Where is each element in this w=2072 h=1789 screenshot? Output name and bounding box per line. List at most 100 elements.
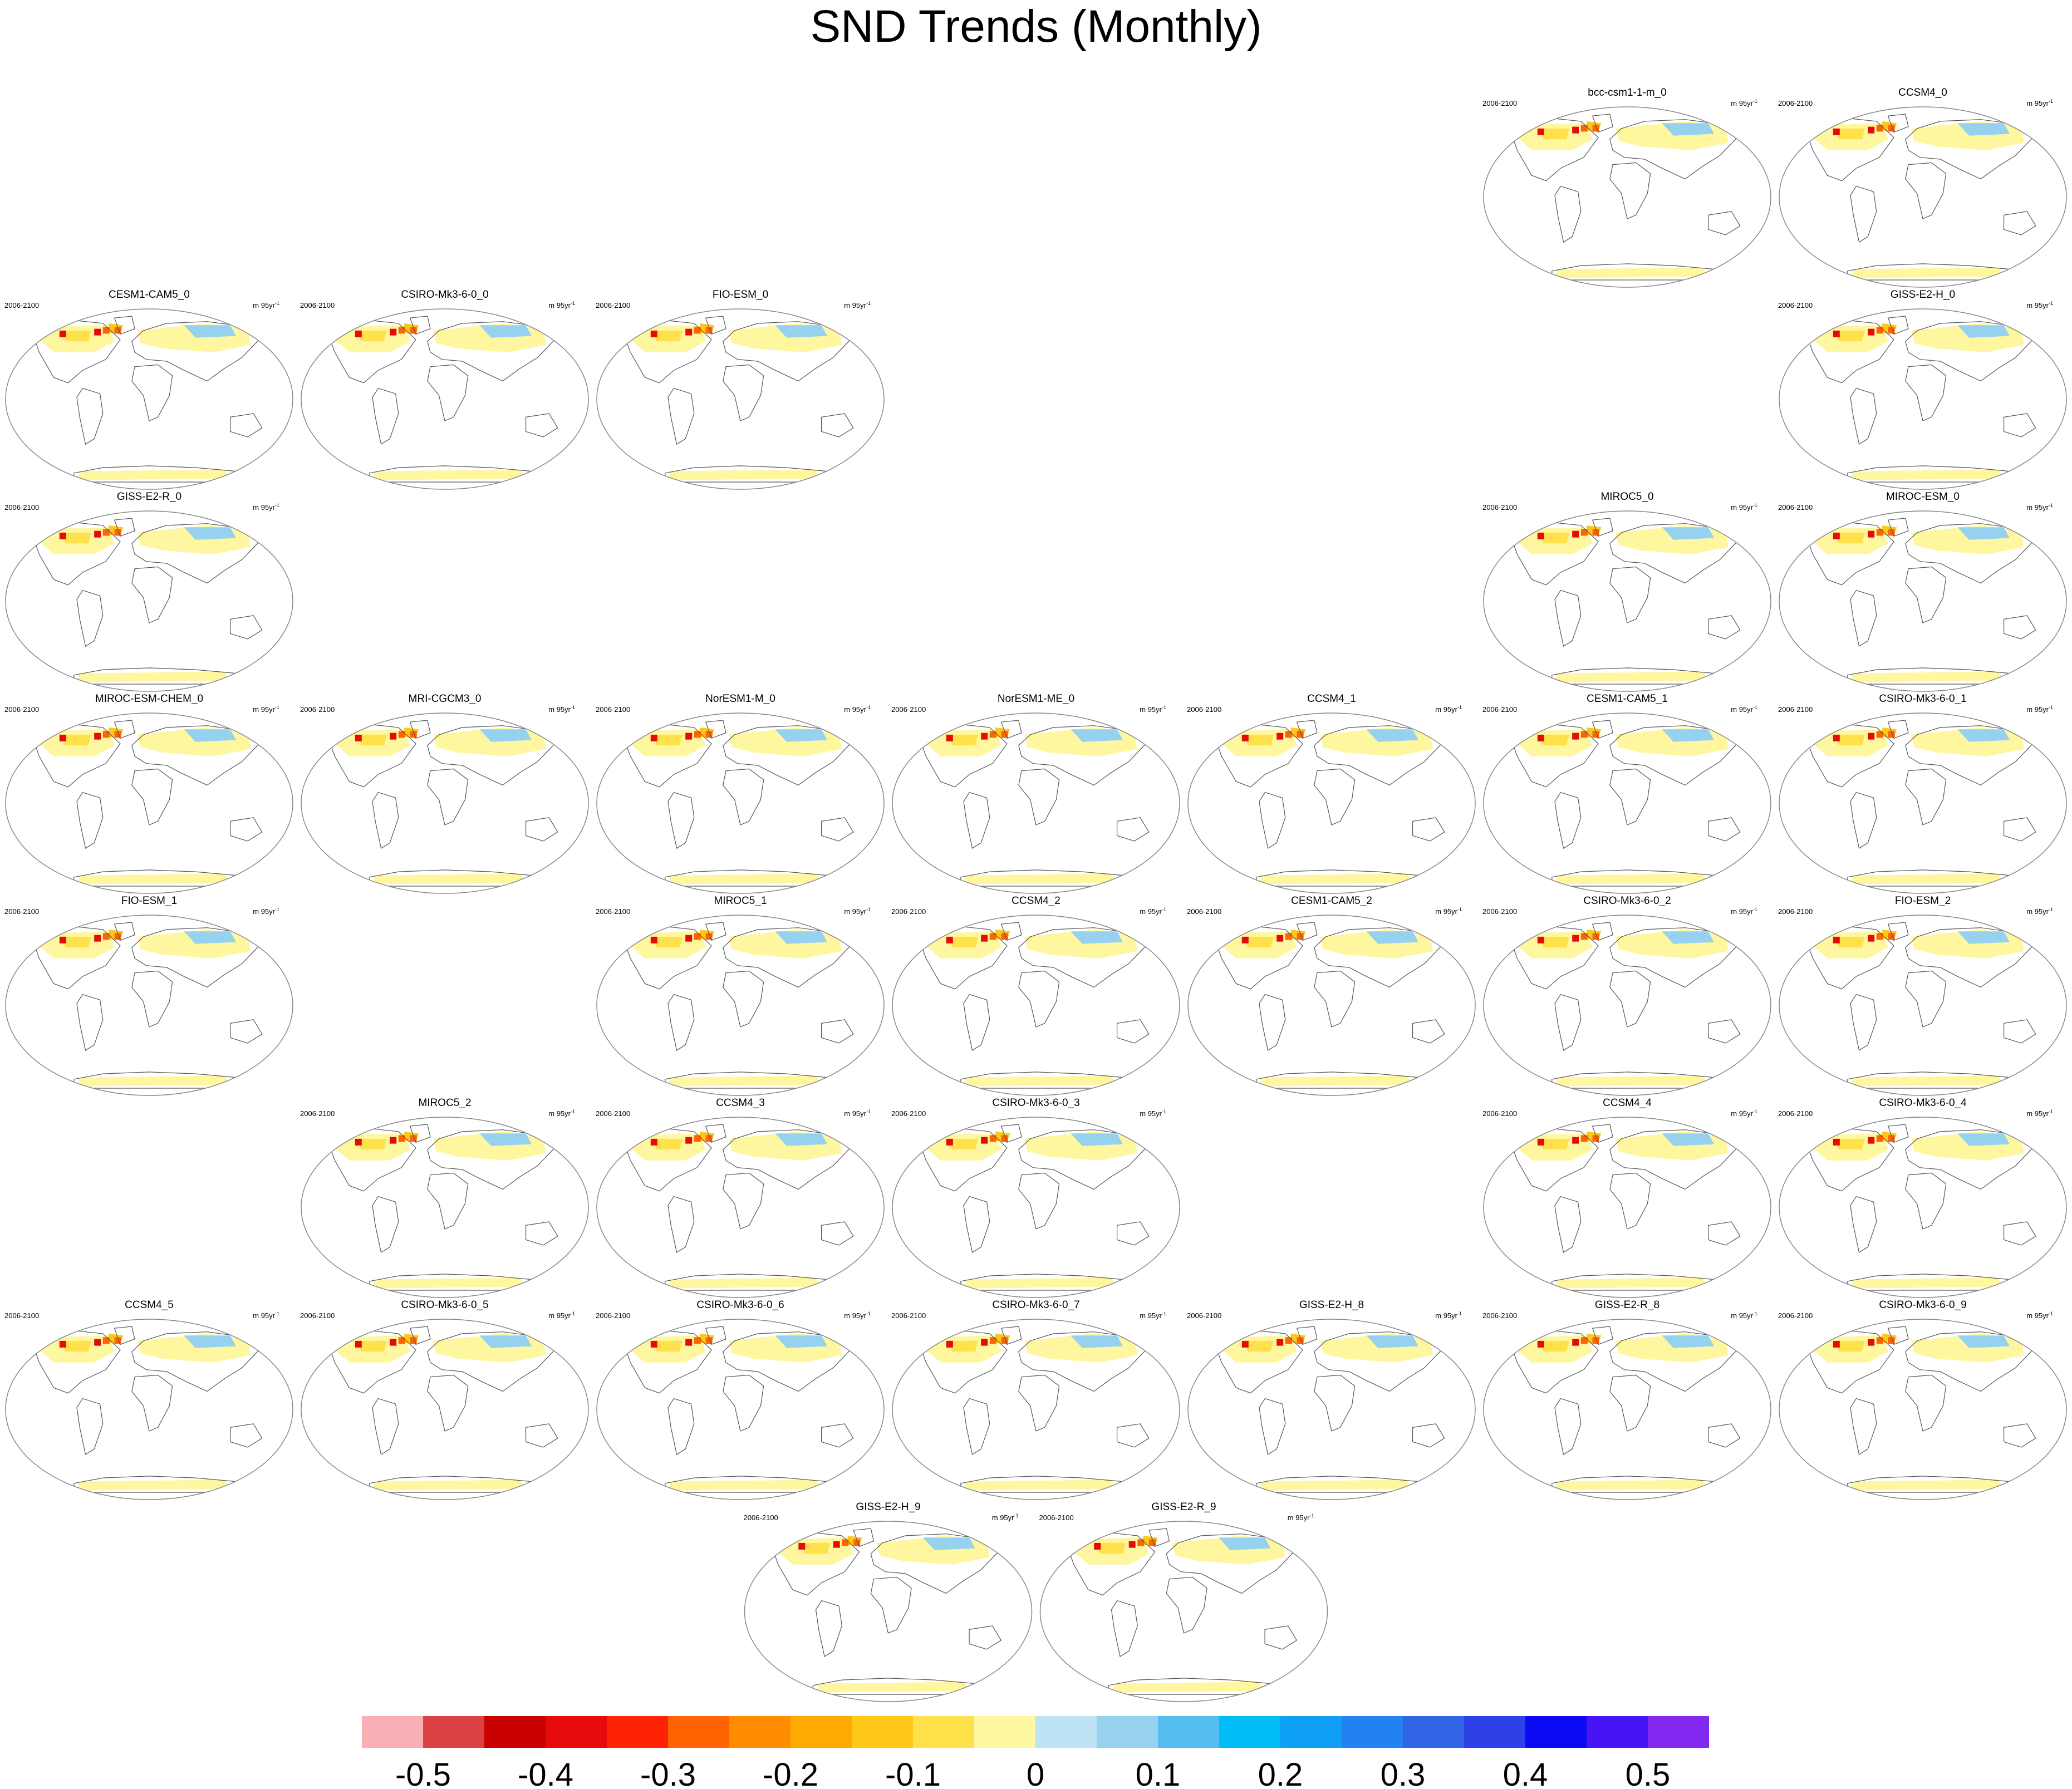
trend-cell [685, 733, 693, 740]
coastline [812, 1678, 976, 1695]
coastline [1592, 1124, 1613, 1143]
coastline [1887, 518, 1909, 537]
coastline [33, 319, 121, 384]
trend-shading [1850, 267, 2004, 278]
coastline [1905, 364, 1947, 421]
coastline [1166, 1534, 1294, 1594]
trend-shading [668, 469, 822, 480]
coastline [1609, 725, 1738, 786]
panel-units: m 95yr-1 [844, 1109, 871, 1118]
panel-units-exp: -1 [1753, 1311, 1757, 1316]
panel-units: m 95yr-1 [2026, 907, 2053, 916]
trend-shading [1957, 1133, 2010, 1146]
coastline [723, 927, 851, 988]
trend-shading [1957, 729, 2010, 742]
coastline [1511, 925, 1599, 990]
panel-title: GISS-E2-H_9 [856, 1501, 920, 1513]
coastline [1905, 1374, 1947, 1432]
coastline [328, 319, 416, 384]
panel-units: m 95yr-1 [844, 301, 871, 309]
coastline [1554, 1398, 1582, 1455]
panel-units-base: m 95yr [992, 1513, 1014, 1522]
panel-units-base: m 95yr [253, 503, 275, 512]
panel-units: m 95yr-1 [1731, 503, 1757, 512]
coastline [1018, 927, 1147, 988]
map-border [596, 915, 885, 1096]
panel-units: m 95yr-1 [2026, 301, 2053, 309]
trend-cell [355, 1138, 362, 1146]
colorbar-box [974, 1716, 1035, 1748]
trend-shading [1218, 1537, 1271, 1550]
coastline [1511, 117, 1599, 181]
coastline [667, 387, 695, 445]
coastline [1215, 925, 1303, 990]
trend-cell [650, 330, 657, 337]
trend-shading [1259, 1075, 1413, 1087]
trend-cell [989, 933, 996, 940]
panel-units: m 95yr-1 [1731, 1109, 1757, 1118]
panel-units-exp: -1 [275, 705, 279, 710]
panel-units: m 95yr-1 [253, 301, 279, 309]
map-border [1483, 1319, 1771, 1500]
panel-title: MIROC5_2 [418, 1097, 471, 1109]
trend-shading [1850, 469, 2004, 480]
trend-shading [479, 1335, 532, 1348]
coastline [369, 1274, 533, 1291]
panel-period: 2006-2100 [596, 1311, 630, 1320]
panel-period: 2006-2100 [1778, 1109, 1813, 1118]
coastline [76, 994, 104, 1051]
trend-shading [1836, 532, 1865, 544]
coastline [1847, 1274, 2011, 1291]
coastline [665, 869, 828, 887]
map-content [772, 1528, 1002, 1695]
panel-units: m 95yr-1 [1731, 1311, 1757, 1320]
trend-shading [1662, 1335, 1714, 1348]
trend-cell [355, 734, 362, 741]
trend-cell [94, 733, 101, 740]
trend-shading [1662, 1133, 1714, 1146]
coastline [1551, 869, 1715, 887]
coastline [624, 925, 712, 990]
coastline [1592, 1326, 1613, 1345]
colorbar-box [1464, 1716, 1525, 1748]
trend-shading [1850, 1480, 2004, 1491]
trend-cell [1868, 1339, 1875, 1346]
trend-cell [1876, 1337, 1883, 1344]
map-border [301, 1319, 589, 1500]
coastline [1905, 523, 2034, 584]
map-content [1806, 316, 2036, 483]
trend-cell [1537, 734, 1544, 741]
coastline [1018, 1172, 1060, 1230]
colorbar-tick-label: -0.1 [885, 1757, 941, 1789]
panel-units-exp: -1 [1162, 907, 1166, 912]
coastline [815, 1600, 842, 1657]
panel-units-base: m 95yr [548, 1311, 571, 1320]
map-border [5, 510, 293, 692]
trend-cell [1137, 1539, 1145, 1546]
panel-units-base: m 95yr [1435, 1311, 1457, 1320]
panel-units: m 95yr-1 [253, 1311, 279, 1320]
coastline [705, 1326, 726, 1345]
coastline [1905, 321, 2034, 382]
panel-units: m 95yr-1 [992, 1513, 1019, 1522]
panel-units-base: m 95yr [253, 1311, 275, 1320]
panel-period: 2006-2100 [1778, 907, 1813, 916]
panel-units-exp: -1 [275, 907, 279, 912]
trend-cell [1241, 734, 1249, 741]
map-content [33, 1326, 263, 1493]
trend-cell [705, 1135, 713, 1142]
panel-period: 2006-2100 [1778, 99, 1813, 107]
panel-title: FIO-ESM_2 [1895, 895, 1951, 907]
coastline [76, 792, 104, 849]
map-panel: NorESM1-ME_0 2006-2100 m 95yr-1 [891, 693, 1180, 894]
panel-title: CSIRO-Mk3-6-0_5 [401, 1299, 488, 1311]
trend-cell [981, 935, 988, 942]
trend-cell [1572, 935, 1579, 942]
colorbar-tick-label: 0.4 [1503, 1757, 1548, 1789]
coastline [73, 465, 237, 483]
map-panel: FIO-ESM_0 2006-2100 m 95yr-1 [596, 289, 885, 490]
panel-units: m 95yr-1 [2026, 99, 2053, 107]
trend-cell [685, 1137, 693, 1144]
trend-cell [685, 1339, 693, 1346]
